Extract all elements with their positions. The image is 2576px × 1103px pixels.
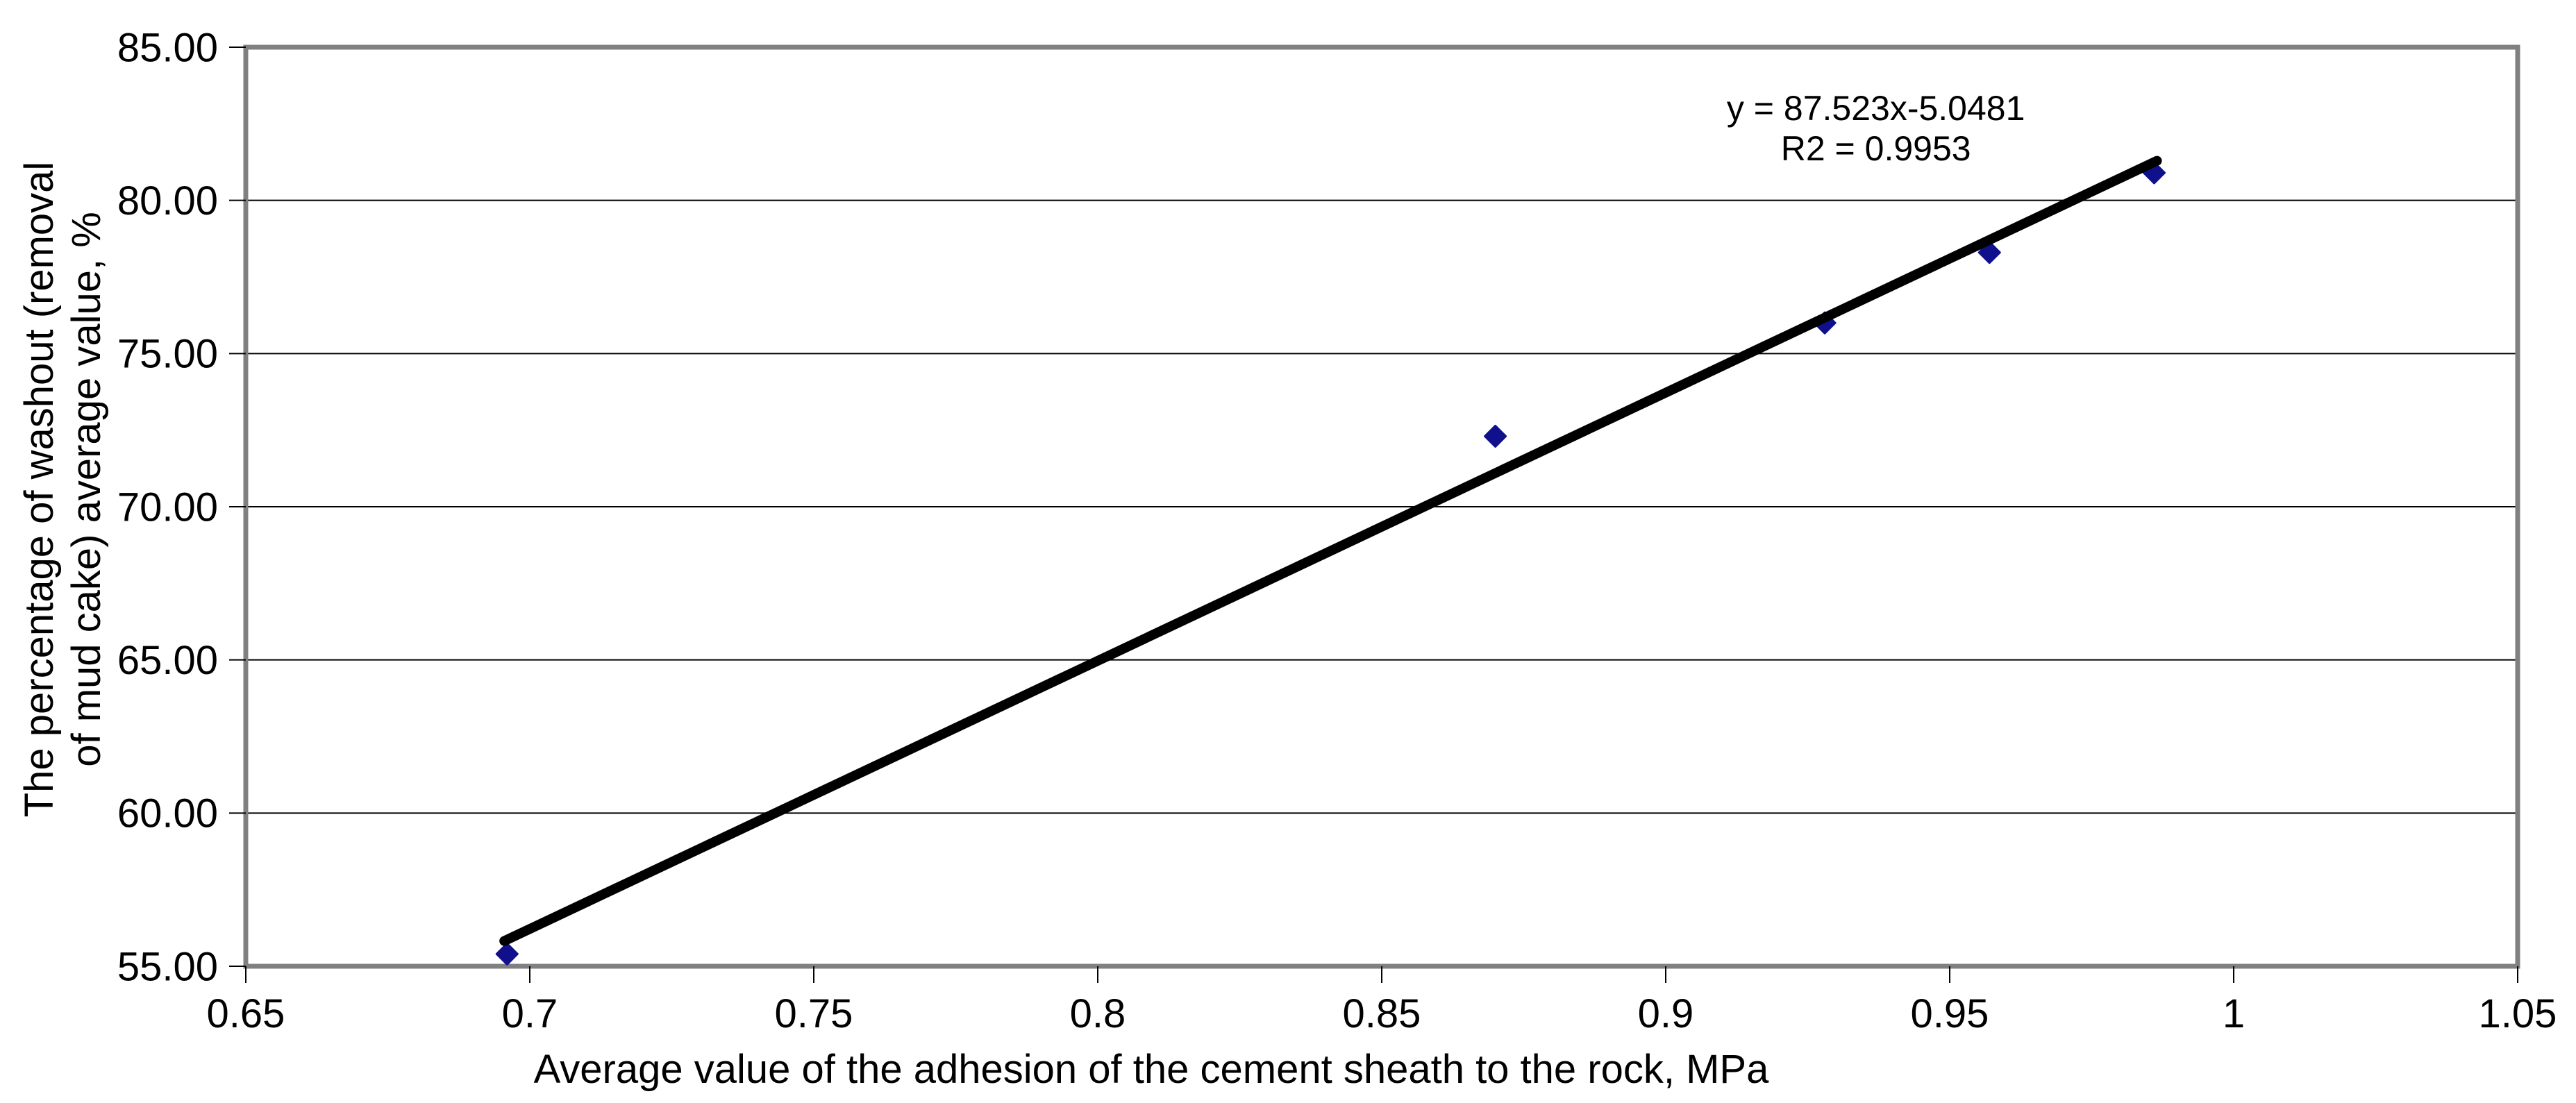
data-point-marker: [495, 942, 519, 966]
data-point-marker: [1977, 241, 2001, 264]
data-point-marker: [1484, 424, 1507, 448]
trendline-r2-label: R2 = 0.9953: [1781, 129, 1971, 168]
trendline-equation-label: y = 87.523x-5.0481: [1727, 89, 2025, 128]
y-axis-title-line-1: The percentage of washout (removal: [17, 162, 62, 818]
y-axis-tick-label: 65.00: [117, 638, 218, 683]
x-axis-tick-label: 1.05: [2479, 991, 2557, 1036]
y-axis-title-line-2: of mud cake) average value, %: [64, 212, 109, 767]
x-axis-tick-label: 0.8: [1070, 991, 1126, 1036]
y-axis-tick-label: 55.00: [117, 944, 218, 989]
x-axis-tick-label: 0.9: [1638, 991, 1694, 1036]
y-axis-tick-label: 85.00: [117, 25, 218, 70]
x-axis-tick-label: 0.7: [502, 991, 558, 1036]
y-axis-tick-label: 80.00: [117, 178, 218, 224]
y-axis-tick-label: 60.00: [117, 791, 218, 836]
x-axis-tick-label: 1: [2223, 991, 2245, 1036]
x-axis-tick-label: 0.65: [207, 991, 285, 1036]
x-axis-title: Average value of the adhesion of the cem…: [534, 1047, 1769, 1092]
x-axis-tick-label: 0.75: [775, 991, 853, 1036]
y-axis-tick-label: 75.00: [117, 332, 218, 377]
y-axis-tick-label: 70.00: [117, 485, 218, 530]
x-axis-tick-label: 0.85: [1343, 991, 1421, 1036]
trendline: [499, 155, 2162, 946]
x-axis-tick-label: 0.95: [1911, 991, 1989, 1036]
